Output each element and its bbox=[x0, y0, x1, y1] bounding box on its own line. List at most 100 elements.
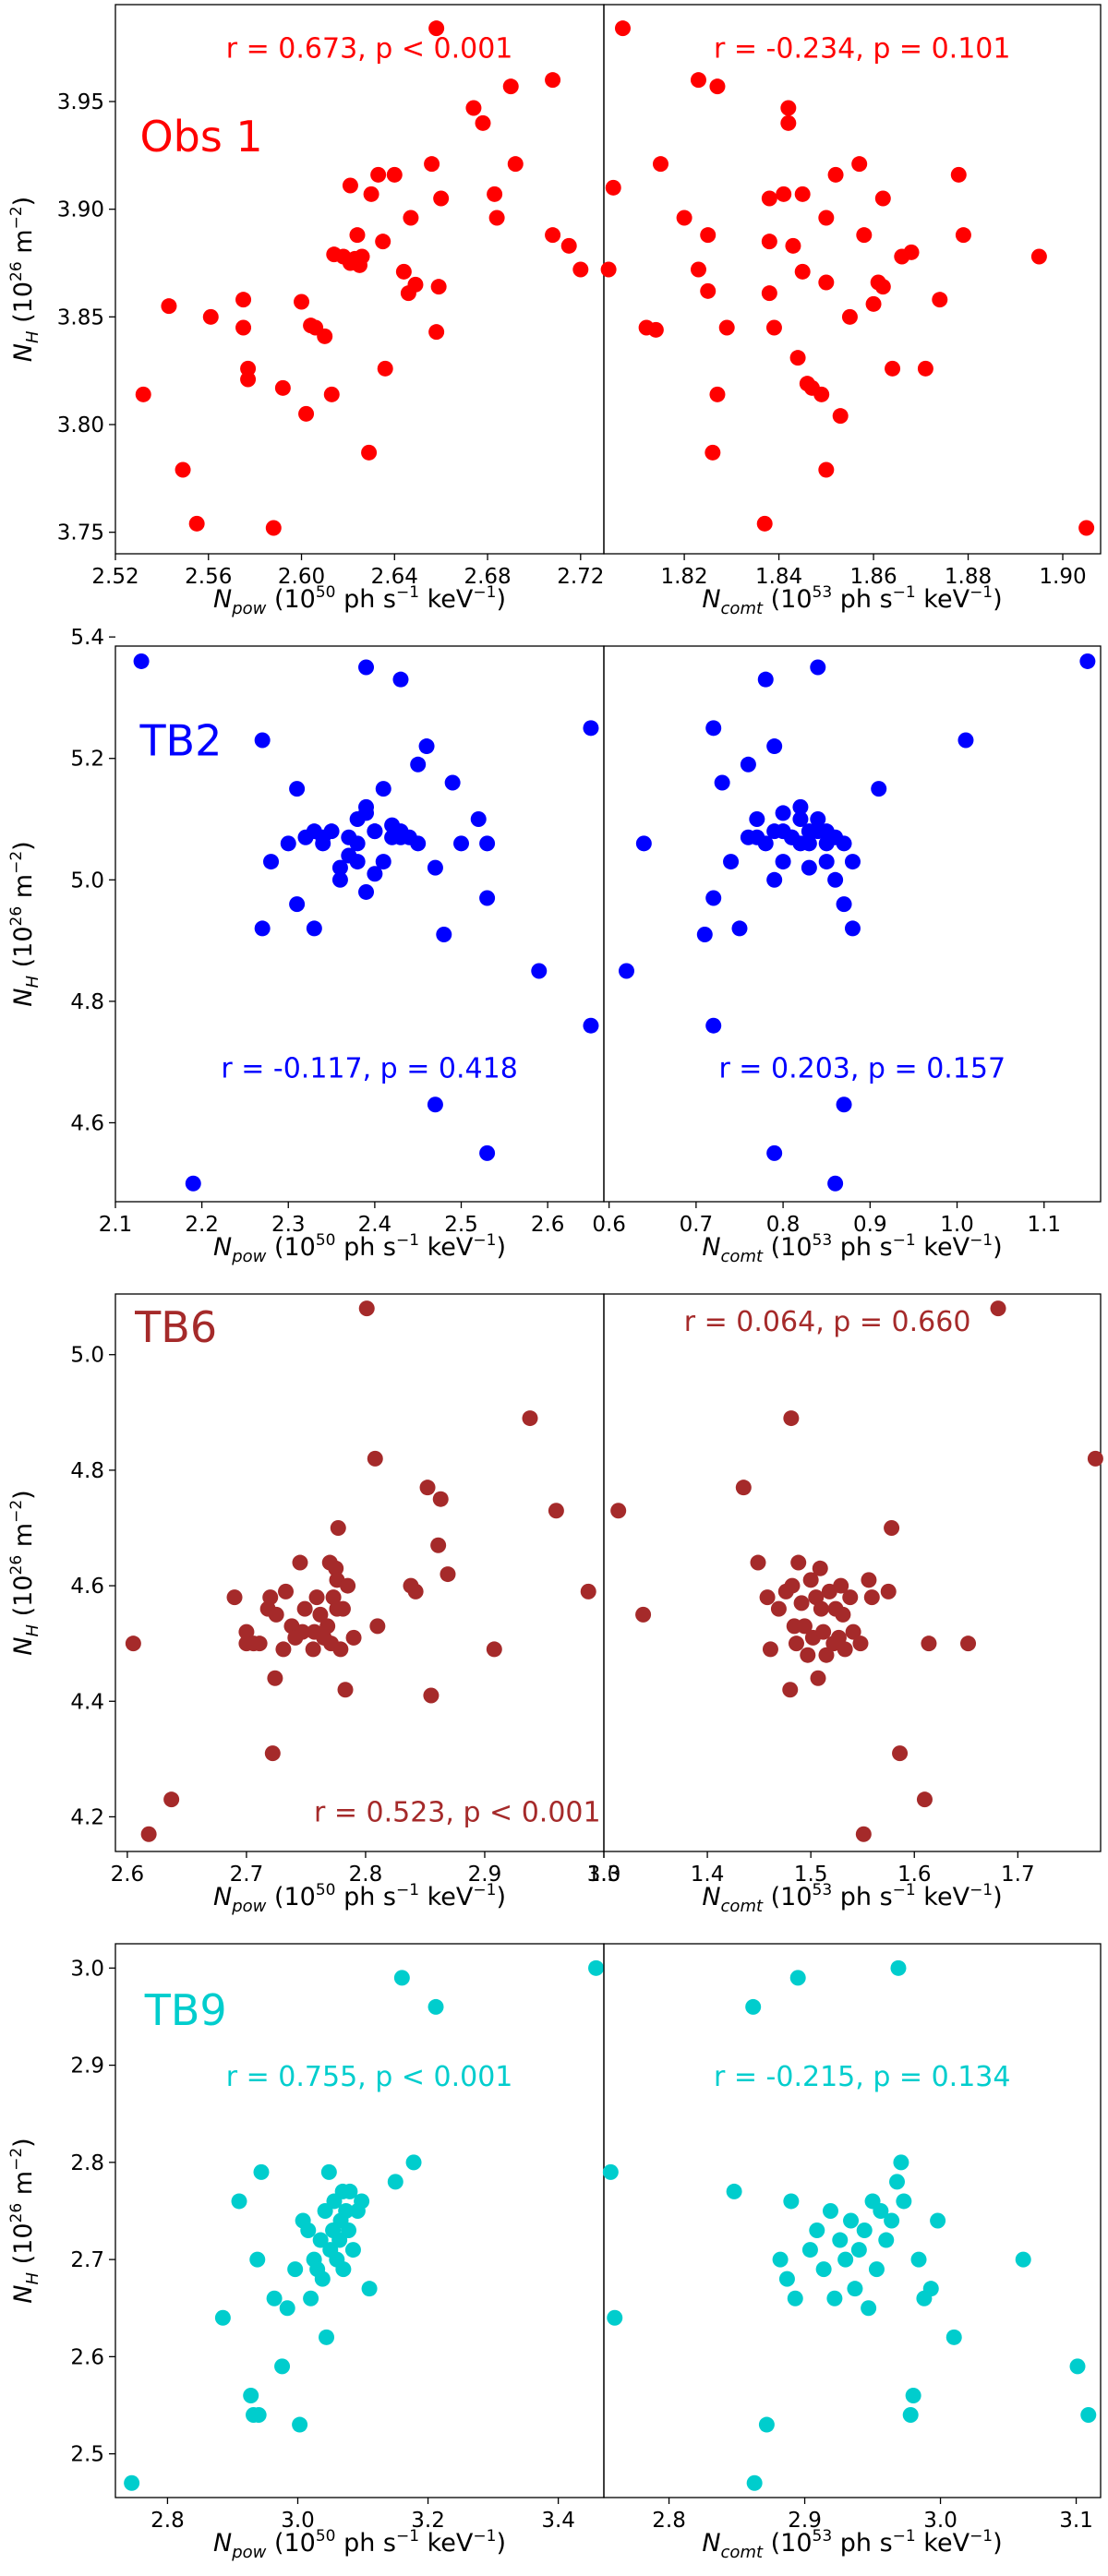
data-point bbox=[917, 360, 933, 377]
right-subplot: 2.8 2.9 3.0 3.1 Ncomt (1053 ph s−1 keV−1) r =… bbox=[602, 1943, 1102, 2562]
data-point bbox=[275, 1641, 292, 1658]
correlation-annotation: r = -0.234, p = 0.101 bbox=[714, 33, 1010, 66]
data-point bbox=[419, 1480, 436, 1496]
data-point bbox=[319, 1618, 336, 1635]
data-point bbox=[783, 1410, 800, 1427]
data-point bbox=[765, 319, 782, 336]
data-point bbox=[880, 1583, 897, 1600]
data-point bbox=[572, 261, 589, 278]
data-point bbox=[407, 276, 424, 293]
data-point bbox=[418, 738, 435, 755]
data-point bbox=[861, 1572, 877, 1588]
data-point bbox=[331, 871, 348, 888]
correlation-annotation: r = 0.673, p < 0.001 bbox=[226, 33, 513, 66]
data-point bbox=[788, 1635, 804, 1652]
data-point bbox=[705, 444, 721, 461]
x-tick-label: 3.0 bbox=[587, 1863, 621, 1887]
x-tick-label: 1.3 bbox=[587, 1863, 621, 1887]
data-point bbox=[436, 927, 452, 943]
x-tick-label: 1.84 bbox=[755, 565, 802, 589]
y-tick-label: 3.85 bbox=[57, 306, 104, 329]
data-point bbox=[746, 2474, 763, 2491]
data-point bbox=[905, 2387, 921, 2403]
data-point bbox=[758, 2416, 775, 2433]
data-point bbox=[890, 1959, 907, 1976]
data-point bbox=[837, 1641, 853, 1658]
data-point bbox=[960, 1635, 977, 1652]
x-tick-label: 2.9 bbox=[468, 1863, 502, 1887]
data-point bbox=[778, 2270, 795, 2287]
data-point bbox=[340, 1577, 356, 1594]
x-tick-label: 2.68 bbox=[464, 565, 511, 589]
panel-tb2: 2.1 2.2 2.3 2.4 2.5 2.6 Npow (1050 ph s−1 keV−… bbox=[7, 626, 1102, 1266]
data-point bbox=[827, 1175, 844, 1192]
data-point bbox=[264, 1745, 281, 1762]
data-point bbox=[1087, 1450, 1103, 1467]
data-point bbox=[140, 1826, 157, 1842]
data-point bbox=[444, 774, 461, 791]
data-point bbox=[312, 1606, 329, 1623]
data-point bbox=[335, 2261, 352, 2278]
data-point bbox=[133, 653, 150, 669]
data-point bbox=[249, 2251, 266, 2268]
data-point bbox=[161, 298, 177, 315]
data-point bbox=[560, 237, 577, 254]
correlation-annotation: r = -0.215, p = 0.134 bbox=[714, 2061, 1010, 2093]
data-point bbox=[251, 1635, 268, 1652]
plot-frame bbox=[603, 4, 1102, 555]
right-subplot: 0.6 0.7 0.8 0.9 1.0 1.1 Ncomt (1053 ph s−1 keV… bbox=[592, 645, 1102, 1266]
data-point bbox=[874, 190, 891, 207]
x-tick-label: 3.2 bbox=[411, 2509, 445, 2533]
data-point bbox=[945, 2329, 962, 2345]
data-point bbox=[884, 1519, 900, 1536]
correlation-annotation: r = 0.755, p < 0.001 bbox=[226, 2061, 513, 2093]
data-point bbox=[250, 2407, 267, 2424]
data-point bbox=[700, 227, 717, 244]
data-point bbox=[358, 1300, 375, 1317]
data-point bbox=[479, 890, 496, 906]
data-point bbox=[726, 2183, 742, 2199]
x-tick-label: 3.1 bbox=[1059, 2509, 1093, 2533]
data-point bbox=[342, 2183, 358, 2199]
panel-title: TB9 bbox=[144, 1985, 227, 2035]
data-point bbox=[323, 823, 340, 840]
x-tick-label: 2.1 bbox=[99, 1213, 133, 1237]
data-point bbox=[342, 177, 358, 194]
data-point bbox=[757, 671, 774, 688]
data-point bbox=[345, 1629, 362, 1646]
x-tick-label: 2.7 bbox=[230, 1863, 264, 1887]
y-tick-label: 3.90 bbox=[57, 198, 104, 222]
data-point bbox=[865, 295, 882, 312]
data-point bbox=[292, 1554, 308, 1571]
data-point bbox=[279, 2300, 295, 2317]
data-point bbox=[470, 811, 487, 828]
data-point bbox=[957, 732, 974, 749]
plot-frame bbox=[603, 1943, 1102, 2498]
data-point bbox=[809, 2223, 825, 2239]
data-point bbox=[453, 835, 470, 852]
plot-frame bbox=[603, 645, 1102, 1203]
data-point bbox=[749, 811, 765, 828]
data-point bbox=[874, 279, 891, 295]
data-point bbox=[761, 190, 777, 207]
data-point bbox=[815, 1623, 832, 1640]
data-point bbox=[361, 444, 378, 461]
data-point bbox=[855, 1826, 872, 1842]
data-point bbox=[531, 963, 548, 979]
data-point bbox=[836, 896, 852, 913]
data-point bbox=[766, 871, 783, 888]
data-point bbox=[507, 156, 524, 173]
data-point bbox=[354, 248, 370, 265]
data-point bbox=[787, 2290, 803, 2306]
data-point bbox=[226, 1589, 243, 1606]
data-point bbox=[202, 308, 219, 325]
correlation-annotation: r = -0.117, p = 0.418 bbox=[221, 1053, 517, 1085]
right-subplot: 1.82 1.84 1.86 1.88 1.90 Ncomt (1053 ph s−1 k… bbox=[600, 4, 1102, 618]
data-point bbox=[395, 263, 412, 280]
data-point bbox=[775, 805, 791, 821]
data-point bbox=[889, 2174, 906, 2190]
data-point bbox=[163, 1791, 180, 1808]
data-point bbox=[607, 2309, 623, 2326]
data-point bbox=[125, 1635, 141, 1652]
